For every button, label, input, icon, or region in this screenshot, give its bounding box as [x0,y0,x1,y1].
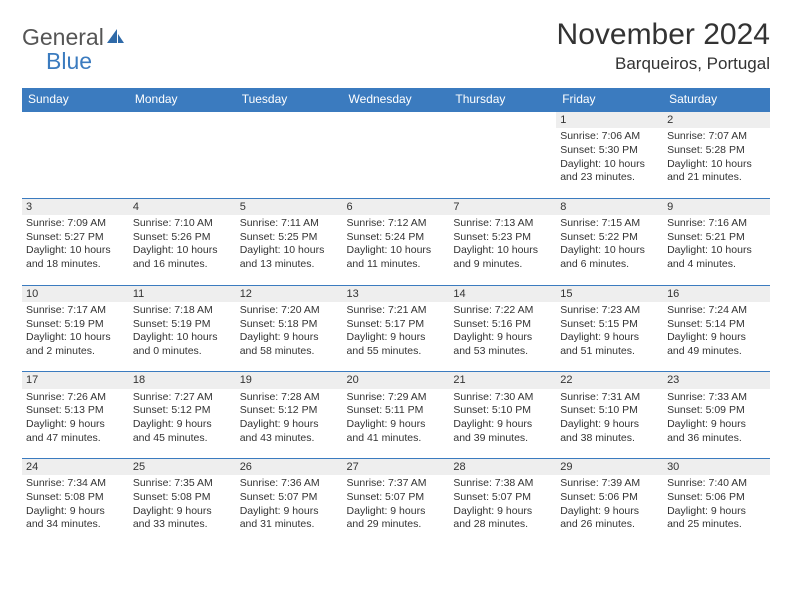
day-number: 1 [556,111,663,128]
day-cell: Sunrise: 7:24 AMSunset: 5:14 PMDaylight:… [663,302,770,372]
sail-icon [105,24,125,51]
day-number: 7 [449,198,556,215]
day-number [343,111,450,128]
day-number [236,111,343,128]
daynum-row: 17181920212223 [22,372,770,389]
logo-text-2: Blue [46,48,92,75]
weekday-header: Saturday [663,88,770,111]
content-row: Sunrise: 7:09 AMSunset: 5:27 PMDaylight:… [22,215,770,285]
day-number: 28 [449,459,556,476]
day-number: 19 [236,372,343,389]
day-cell: Sunrise: 7:06 AMSunset: 5:30 PMDaylight:… [556,128,663,198]
day-cell: Sunrise: 7:35 AMSunset: 5:08 PMDaylight:… [129,475,236,545]
logo-text-1: General [22,24,104,51]
day-cell: Sunrise: 7:26 AMSunset: 5:13 PMDaylight:… [22,389,129,459]
day-number: 16 [663,285,770,302]
day-number: 29 [556,459,663,476]
day-cell [343,128,450,198]
day-cell: Sunrise: 7:27 AMSunset: 5:12 PMDaylight:… [129,389,236,459]
day-number: 22 [556,372,663,389]
location: Barqueiros, Portugal [557,54,770,74]
day-cell: Sunrise: 7:13 AMSunset: 5:23 PMDaylight:… [449,215,556,285]
day-number: 4 [129,198,236,215]
day-cell: Sunrise: 7:23 AMSunset: 5:15 PMDaylight:… [556,302,663,372]
day-cell: Sunrise: 7:33 AMSunset: 5:09 PMDaylight:… [663,389,770,459]
daynum-row: 12 [22,111,770,128]
day-number [129,111,236,128]
day-cell: Sunrise: 7:10 AMSunset: 5:26 PMDaylight:… [129,215,236,285]
day-cell: Sunrise: 7:09 AMSunset: 5:27 PMDaylight:… [22,215,129,285]
day-number: 17 [22,372,129,389]
day-number [22,111,129,128]
day-cell: Sunrise: 7:07 AMSunset: 5:28 PMDaylight:… [663,128,770,198]
day-cell: Sunrise: 7:11 AMSunset: 5:25 PMDaylight:… [236,215,343,285]
day-cell: Sunrise: 7:38 AMSunset: 5:07 PMDaylight:… [449,475,556,545]
daynum-row: 3456789 [22,198,770,215]
day-cell [449,128,556,198]
day-number: 30 [663,459,770,476]
day-number: 2 [663,111,770,128]
day-number [449,111,556,128]
day-cell: Sunrise: 7:16 AMSunset: 5:21 PMDaylight:… [663,215,770,285]
day-cell: Sunrise: 7:21 AMSunset: 5:17 PMDaylight:… [343,302,450,372]
day-number: 15 [556,285,663,302]
day-cell: Sunrise: 7:37 AMSunset: 5:07 PMDaylight:… [343,475,450,545]
day-cell: Sunrise: 7:18 AMSunset: 5:19 PMDaylight:… [129,302,236,372]
content-row: Sunrise: 7:06 AMSunset: 5:30 PMDaylight:… [22,128,770,198]
day-cell: Sunrise: 7:17 AMSunset: 5:19 PMDaylight:… [22,302,129,372]
day-cell: Sunrise: 7:29 AMSunset: 5:11 PMDaylight:… [343,389,450,459]
content-row: Sunrise: 7:17 AMSunset: 5:19 PMDaylight:… [22,302,770,372]
day-cell [236,128,343,198]
weekday-header: Monday [129,88,236,111]
day-cell [129,128,236,198]
weekday-header: Thursday [449,88,556,111]
day-cell [22,128,129,198]
day-number: 21 [449,372,556,389]
content-row: Sunrise: 7:26 AMSunset: 5:13 PMDaylight:… [22,389,770,459]
calendar-table: SundayMondayTuesdayWednesdayThursdayFrid… [22,88,770,545]
day-cell: Sunrise: 7:20 AMSunset: 5:18 PMDaylight:… [236,302,343,372]
day-number: 9 [663,198,770,215]
day-cell: Sunrise: 7:40 AMSunset: 5:06 PMDaylight:… [663,475,770,545]
day-cell: Sunrise: 7:28 AMSunset: 5:12 PMDaylight:… [236,389,343,459]
daynum-row: 10111213141516 [22,285,770,302]
day-number: 20 [343,372,450,389]
day-number: 10 [22,285,129,302]
day-number: 25 [129,459,236,476]
day-number: 5 [236,198,343,215]
day-number: 23 [663,372,770,389]
logo: General [22,18,127,51]
day-number: 24 [22,459,129,476]
day-number: 3 [22,198,129,215]
daynum-row: 24252627282930 [22,459,770,476]
day-cell: Sunrise: 7:34 AMSunset: 5:08 PMDaylight:… [22,475,129,545]
day-number: 8 [556,198,663,215]
weekday-header: Wednesday [343,88,450,111]
weekday-header: Tuesday [236,88,343,111]
day-cell: Sunrise: 7:12 AMSunset: 5:24 PMDaylight:… [343,215,450,285]
day-number: 26 [236,459,343,476]
weekday-header: Friday [556,88,663,111]
day-number: 18 [129,372,236,389]
day-number: 27 [343,459,450,476]
title-block: November 2024 Barqueiros, Portugal [557,18,770,74]
header: General November 2024 Barqueiros, Portug… [22,18,770,74]
day-cell: Sunrise: 7:39 AMSunset: 5:06 PMDaylight:… [556,475,663,545]
content-row: Sunrise: 7:34 AMSunset: 5:08 PMDaylight:… [22,475,770,545]
month-title: November 2024 [557,18,770,52]
weekday-header-row: SundayMondayTuesdayWednesdayThursdayFrid… [22,88,770,111]
day-cell: Sunrise: 7:36 AMSunset: 5:07 PMDaylight:… [236,475,343,545]
day-number: 6 [343,198,450,215]
day-number: 13 [343,285,450,302]
day-number: 12 [236,285,343,302]
day-cell: Sunrise: 7:31 AMSunset: 5:10 PMDaylight:… [556,389,663,459]
day-cell: Sunrise: 7:22 AMSunset: 5:16 PMDaylight:… [449,302,556,372]
day-number: 14 [449,285,556,302]
weekday-header: Sunday [22,88,129,111]
day-cell: Sunrise: 7:15 AMSunset: 5:22 PMDaylight:… [556,215,663,285]
day-cell: Sunrise: 7:30 AMSunset: 5:10 PMDaylight:… [449,389,556,459]
day-number: 11 [129,285,236,302]
